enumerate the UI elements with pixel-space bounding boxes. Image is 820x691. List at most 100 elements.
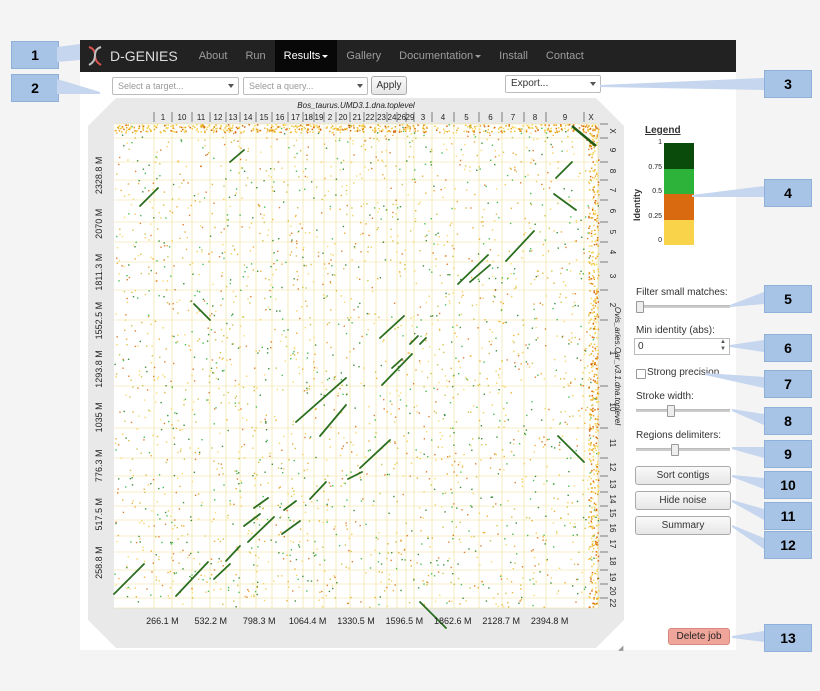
noise-dot <box>390 259 392 261</box>
noise-dot <box>582 273 584 275</box>
noise-dot <box>561 129 563 132</box>
noise-dot <box>233 139 235 142</box>
target-select[interactable]: Select a target... <box>112 77 239 95</box>
noise-dot <box>407 126 409 128</box>
noise-dot <box>513 508 516 510</box>
noise-dot <box>449 402 452 404</box>
nav-run[interactable]: Run <box>236 40 274 72</box>
apply-button[interactable]: Apply <box>371 76 407 95</box>
noise-dot <box>366 333 368 336</box>
filter-slider-thumb[interactable] <box>636 301 644 313</box>
noise-dot <box>361 335 363 338</box>
noise-dot <box>521 478 523 480</box>
noise-dot <box>265 414 267 417</box>
export-select[interactable]: Export... <box>505 75 601 93</box>
noise-dot <box>235 395 238 397</box>
noise-dot <box>567 124 569 126</box>
noise-dot <box>188 125 190 128</box>
noise-dot <box>383 205 385 207</box>
noise-dot <box>220 165 222 167</box>
noise-dot <box>340 194 342 197</box>
noise-dot <box>298 366 300 368</box>
dotplot-canvas[interactable]: 1 10 11 12 13 14 15 16 17 18 19 2 20 21 22 23 24 26 29 3 4 5 6… <box>88 98 624 648</box>
noise-dot <box>189 126 191 129</box>
stroke-width-slider-thumb[interactable] <box>666 405 675 417</box>
hide-noise-button[interactable]: Hide noise <box>635 491 731 510</box>
nav-install[interactable]: Install <box>490 40 537 72</box>
nav-about[interactable]: About <box>190 40 237 72</box>
noise-dot <box>116 173 118 175</box>
noise-dot <box>189 575 191 578</box>
noise-dot <box>596 160 598 163</box>
noise-dot <box>413 178 416 181</box>
spinner-arrows-icon[interactable]: ▲ ▼ <box>720 339 726 352</box>
noise-dot <box>594 202 596 204</box>
noise-dot <box>442 418 444 420</box>
noise-dot <box>345 189 348 192</box>
noise-dot <box>274 128 277 130</box>
min-identity-input[interactable]: 0 ▲ ▼ <box>634 338 730 355</box>
regions-delimiters-slider-track[interactable] <box>636 448 730 451</box>
noise-dot <box>206 153 209 156</box>
strong-precision-checkbox[interactable] <box>636 369 646 379</box>
delete-job-button[interactable]: Delete job <box>668 628 730 645</box>
noise-dot <box>282 389 284 391</box>
filter-slider-track[interactable] <box>636 305 730 308</box>
noise-dot <box>153 379 156 381</box>
noise-dot <box>171 386 173 388</box>
dotplot[interactable]: 1 10 11 12 13 14 15 16 17 18 19 2 20 21 22 23 24 26 29 3 4 5 6… <box>88 98 624 648</box>
noise-dot <box>575 578 578 581</box>
resize-handle-icon[interactable]: ◢ <box>618 645 624 652</box>
noise-dot <box>583 252 585 254</box>
noise-dot <box>433 488 436 491</box>
regions-delimiters-slider-thumb[interactable] <box>671 444 680 456</box>
stroke-width-slider-track[interactable] <box>636 409 730 412</box>
sort-contigs-button[interactable]: Sort contigs <box>635 466 731 485</box>
brand-link[interactable]: D-GENIES <box>80 40 190 72</box>
query-select[interactable]: Select a query... <box>243 77 368 95</box>
noise-dot <box>597 222 600 224</box>
noise-dot <box>535 125 537 128</box>
noise-dot <box>514 562 516 564</box>
noise-dot <box>272 190 274 192</box>
noise-dot <box>279 506 281 508</box>
noise-dot <box>463 551 466 554</box>
noise-dot <box>575 259 578 261</box>
noise-dot <box>595 587 597 589</box>
noise-dot <box>314 344 317 346</box>
noise-dot <box>318 599 320 601</box>
noise-dot <box>128 148 130 150</box>
noise-dot <box>294 156 296 159</box>
noise-dot <box>510 273 512 275</box>
noise-dot <box>589 419 591 421</box>
alignment-segment <box>505 230 535 262</box>
noise-dot <box>592 161 594 163</box>
noise-dot <box>236 478 239 480</box>
nav-documentation[interactable]: Documentation <box>390 40 490 72</box>
noise-dot <box>390 413 392 415</box>
noise-dot <box>297 288 299 290</box>
noise-dot <box>177 161 180 163</box>
noise-dot <box>590 459 592 462</box>
target-chromosome-label: 7 <box>511 113 516 122</box>
noise-dot <box>300 150 302 152</box>
nav-results[interactable]: Results <box>274 40 338 72</box>
noise-dot <box>319 591 321 593</box>
nav-contact[interactable]: Contact <box>537 40 593 72</box>
noise-dot <box>178 562 180 564</box>
summary-button[interactable]: Summary <box>635 516 731 535</box>
nav-gallery[interactable]: Gallery <box>337 40 390 72</box>
noise-dot <box>406 135 409 138</box>
noise-dot <box>594 380 597 382</box>
noise-dot <box>596 452 598 455</box>
noise-dot <box>276 138 278 141</box>
noise-dot <box>218 473 220 476</box>
noise-dot <box>594 233 597 235</box>
noise-dot <box>219 588 222 590</box>
noise-dot <box>527 174 529 176</box>
noise-dot <box>389 400 392 402</box>
noise-dot <box>574 336 576 339</box>
noise-dot <box>294 130 297 133</box>
noise-dot <box>592 407 594 410</box>
noise-dot <box>232 313 234 315</box>
